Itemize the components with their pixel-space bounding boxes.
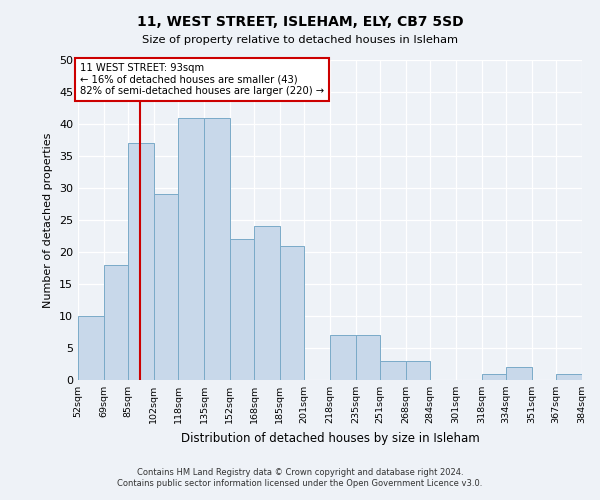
Bar: [154, 194, 178, 380]
Bar: [254, 226, 280, 380]
Bar: [204, 118, 230, 380]
Bar: [506, 367, 532, 380]
Bar: [128, 143, 154, 380]
Bar: [178, 118, 204, 380]
Bar: [482, 374, 506, 380]
Bar: [280, 246, 304, 380]
Text: Contains HM Land Registry data © Crown copyright and database right 2024.
Contai: Contains HM Land Registry data © Crown c…: [118, 468, 482, 487]
Bar: [230, 239, 254, 380]
Bar: [78, 316, 104, 380]
Text: Size of property relative to detached houses in Isleham: Size of property relative to detached ho…: [142, 35, 458, 45]
Bar: [356, 335, 380, 380]
Bar: [406, 361, 430, 380]
Bar: [380, 361, 406, 380]
Text: 11, WEST STREET, ISLEHAM, ELY, CB7 5SD: 11, WEST STREET, ISLEHAM, ELY, CB7 5SD: [137, 15, 463, 29]
Bar: [330, 335, 356, 380]
Bar: [556, 374, 582, 380]
Y-axis label: Number of detached properties: Number of detached properties: [43, 132, 53, 308]
X-axis label: Distribution of detached houses by size in Isleham: Distribution of detached houses by size …: [181, 432, 479, 444]
Bar: [104, 265, 128, 380]
Text: 11 WEST STREET: 93sqm
← 16% of detached houses are smaller (43)
82% of semi-deta: 11 WEST STREET: 93sqm ← 16% of detached …: [80, 63, 323, 96]
